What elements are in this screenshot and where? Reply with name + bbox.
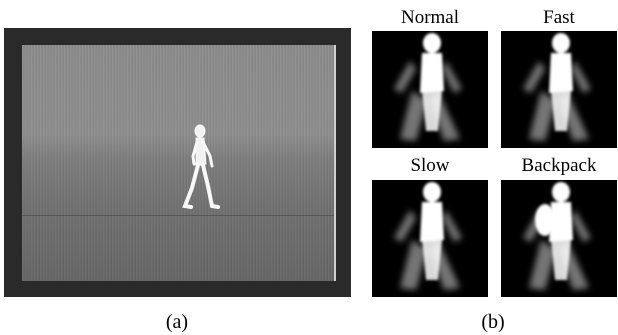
- gei-silhouette: [523, 33, 591, 141]
- gei-silhouette: [394, 33, 462, 141]
- gei-image-slow: [372, 180, 488, 297]
- gei-label-normal: Normal: [400, 7, 460, 28]
- gei-silhouette: [523, 182, 591, 290]
- walking-person-figure: [182, 124, 220, 209]
- gei-label-backpack: Backpack: [521, 155, 597, 176]
- caption-a: (a): [165, 311, 189, 333]
- ground-line: [22, 215, 334, 216]
- gei-image-fast: [501, 31, 617, 148]
- gei-silhouette: [394, 182, 462, 290]
- gei-image-backpack: [501, 180, 617, 297]
- gei-image-normal: [372, 31, 488, 148]
- caption-b: (b): [481, 311, 505, 333]
- gei-label-fast: Fast: [543, 7, 575, 28]
- thermal-frame-image: [4, 28, 351, 297]
- gei-label-slow: Slow: [410, 155, 450, 176]
- thermal-scene: [22, 45, 336, 281]
